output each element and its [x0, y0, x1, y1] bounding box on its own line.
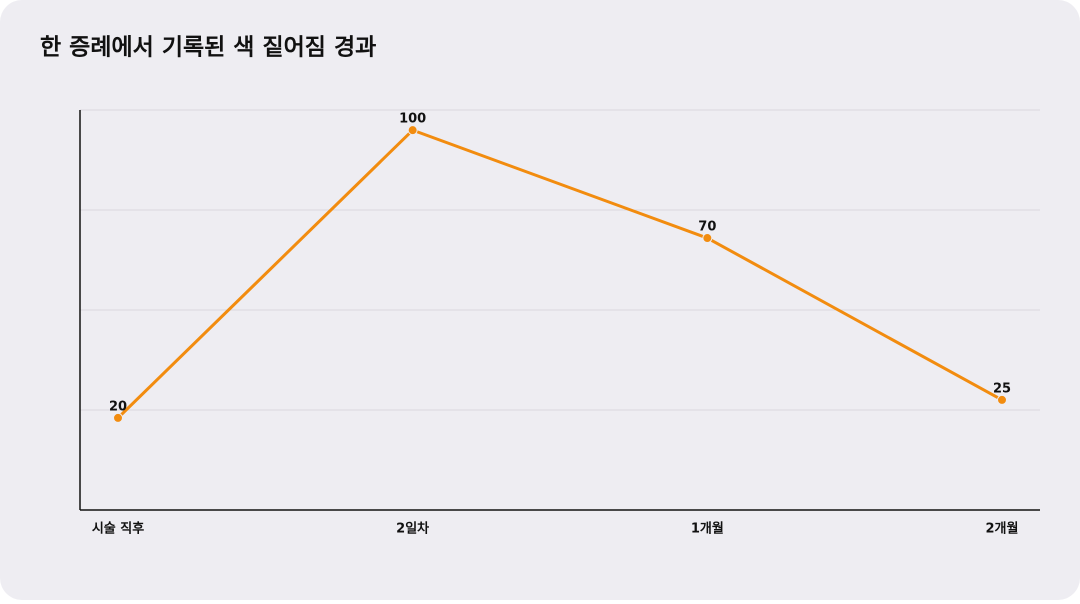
data-label: 70: [698, 220, 716, 235]
data-point: [407, 125, 418, 136]
chart-title: 한 증례에서 기록된 색 짙어짐 경과: [40, 35, 376, 61]
data-label: 20: [109, 399, 127, 414]
x-tick-label: 2개월: [986, 521, 1019, 537]
data-label: 25: [993, 381, 1011, 396]
data-point: [702, 233, 713, 244]
data-line: [116, 128, 1003, 419]
x-tick-label: 2일차: [396, 521, 429, 537]
data-label: 100: [399, 112, 426, 127]
x-tick-label: 시술 직후: [92, 521, 144, 537]
x-tick-label: 1개월: [691, 521, 724, 537]
data-point: [997, 394, 1007, 405]
data-point: [113, 412, 123, 423]
